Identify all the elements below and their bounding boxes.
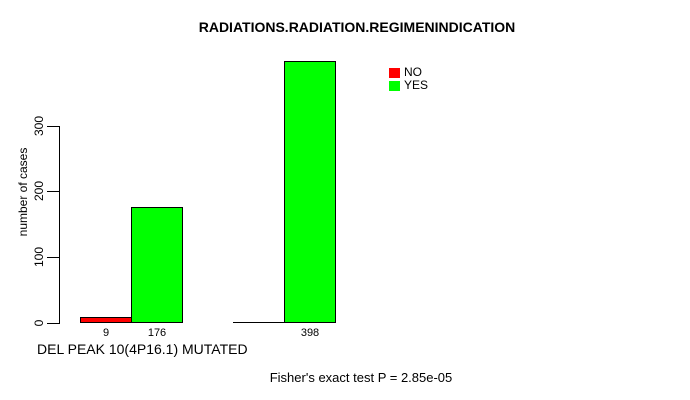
legend: NO YES <box>389 66 428 92</box>
bar-value-label: 398 <box>300 327 320 339</box>
y-tick <box>47 191 60 192</box>
y-axis-title: number of cases <box>16 147 30 237</box>
bar-value-label: 176 <box>147 327 167 339</box>
bar-no-group2-zero <box>233 322 285 323</box>
legend-swatch-yes <box>389 80 400 91</box>
bar-value-label: 9 <box>102 327 110 339</box>
legend-label: NO <box>404 65 422 79</box>
chart-title: RADIATIONS.RADIATION.REGIMENINDICATION <box>198 19 516 35</box>
legend-swatch-no <box>389 67 400 78</box>
y-tick <box>47 126 60 127</box>
bar-yes-group2 <box>284 61 336 323</box>
y-tick <box>47 323 60 324</box>
legend-label: YES <box>404 78 429 92</box>
legend-item-yes: YES <box>389 79 428 92</box>
x-axis-label: DEL PEAK 10(4P16.1) MUTATED <box>37 341 248 357</box>
y-tick <box>47 257 60 258</box>
legend-item-no: NO <box>389 66 428 79</box>
bar-yes-group1 <box>131 207 183 323</box>
y-tick-label: 0 <box>32 319 46 327</box>
bar-no-group1 <box>80 317 132 323</box>
stat-annotation: Fisher's exact test P = 2.85e-05 <box>269 370 453 385</box>
y-tick-label: 100 <box>32 246 46 268</box>
y-tick-label: 300 <box>32 115 46 137</box>
y-tick-label: 200 <box>32 180 46 202</box>
y-axis-line <box>59 127 60 324</box>
